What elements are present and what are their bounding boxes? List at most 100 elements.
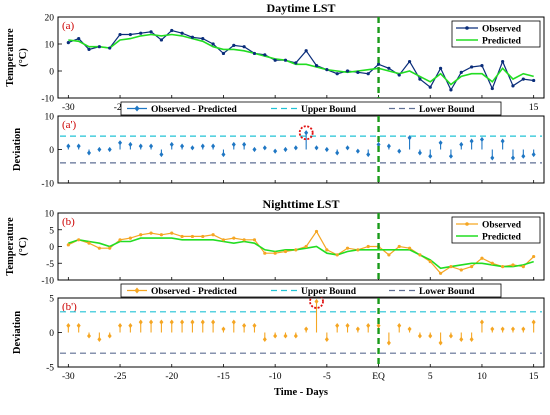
- observed-point: [108, 46, 112, 50]
- legend-marker-deviation: [134, 105, 140, 112]
- observed-point: [366, 244, 370, 249]
- x-tick-label: -25: [114, 372, 127, 382]
- stem-marker: [448, 153, 453, 159]
- observed-point: [139, 31, 143, 35]
- observed-point: [201, 37, 205, 41]
- stem-marker: [428, 333, 433, 339]
- stem-marker: [314, 145, 319, 151]
- x-tick-label: -30: [62, 103, 75, 113]
- observed-point: [511, 263, 515, 267]
- stem-marker: [355, 148, 360, 154]
- stem-marker: [97, 146, 102, 153]
- legend-label-predicted: Predicted: [482, 37, 522, 47]
- legend-label-observed: Observed: [482, 221, 522, 231]
- panel-label: (b): [62, 216, 75, 228]
- observed-point: [242, 45, 246, 49]
- stem-marker: [335, 323, 340, 329]
- stem-marker: [428, 153, 433, 159]
- stem-marker: [304, 130, 309, 136]
- observed-point: [345, 246, 350, 250]
- y-tick-label: 5: [49, 295, 54, 305]
- observed-point: [66, 41, 70, 45]
- stem-marker: [283, 333, 288, 339]
- observed-point: [294, 61, 298, 65]
- observed-point: [201, 234, 205, 239]
- legend-marker-observed: [465, 222, 469, 226]
- stem-marker: [407, 326, 412, 332]
- stem-marker: [469, 336, 474, 342]
- legend-label-deviation: Observed - Predicted: [151, 105, 238, 115]
- legend-box: [451, 20, 541, 48]
- stem-marker: [107, 146, 112, 153]
- stem-marker: [180, 319, 185, 325]
- stem-marker: [128, 323, 133, 329]
- y-tick-label: 0: [49, 146, 54, 156]
- stem-marker: [76, 323, 81, 329]
- legend-box: [120, 283, 502, 298]
- observed-point: [521, 265, 525, 269]
- legend-label-deviation: Observed - Predicted: [151, 287, 238, 297]
- predicted-line: [68, 33, 534, 86]
- stem-marker: [490, 326, 495, 332]
- y-tick-label: 0: [49, 68, 54, 78]
- stem-marker: [128, 141, 133, 148]
- legend-label-lower: Lower Bound: [419, 105, 475, 115]
- stem-marker: [376, 323, 381, 329]
- stem-marker: [252, 146, 257, 153]
- stem-marker: [66, 323, 71, 329]
- stem-marker: [448, 333, 453, 339]
- observed-point: [397, 73, 401, 77]
- x-tick-label: 5: [428, 372, 433, 382]
- observed-point: [139, 233, 143, 237]
- observed-point: [521, 77, 525, 81]
- observed-point: [159, 233, 164, 237]
- stem-marker: [521, 326, 526, 332]
- observed-point: [180, 234, 184, 239]
- observed-point: [211, 42, 215, 46]
- y-tick-label: -5: [46, 364, 54, 374]
- observed-point: [532, 78, 536, 83]
- stem-marker: [76, 143, 81, 149]
- observed-point: [77, 238, 81, 242]
- observed-point: [470, 265, 474, 269]
- stem-marker: [386, 340, 391, 346]
- legend-label-predicted: Predicted: [482, 233, 522, 243]
- observed-point: [211, 233, 215, 237]
- observed-point: [459, 268, 463, 272]
- stem-marker: [118, 323, 123, 329]
- stem-marker: [66, 143, 71, 149]
- observed-point: [387, 66, 391, 70]
- x-tick-label: -20: [165, 372, 178, 382]
- observed-point: [273, 58, 277, 62]
- observed-point: [345, 69, 350, 73]
- observed-point: [190, 234, 195, 239]
- stem-marker: [490, 155, 495, 161]
- legend-label-lower: Lower Bound: [419, 287, 475, 297]
- stem-marker: [479, 136, 484, 143]
- legend-box: [120, 101, 502, 116]
- y-tick-label: 0: [49, 243, 54, 253]
- stem-marker: [469, 138, 474, 144]
- legend-label-observed: Observed: [482, 25, 522, 35]
- observed-point: [407, 59, 412, 64]
- predicted-line: [68, 237, 534, 270]
- observed-point: [325, 68, 329, 72]
- observed-point: [314, 229, 319, 234]
- y-axis-unit: (°C): [18, 48, 29, 67]
- stem-marker: [87, 333, 92, 339]
- stem-marker: [510, 155, 515, 161]
- observed-point: [397, 244, 401, 249]
- stem-marker: [386, 143, 391, 149]
- observed-point: [180, 31, 184, 35]
- observed-point: [242, 238, 246, 242]
- y-tick-label: -5: [46, 260, 54, 270]
- stem-marker: [459, 336, 464, 342]
- observed-point: [232, 43, 236, 47]
- y-tick-label: -10: [41, 180, 54, 190]
- stem-marker: [314, 298, 319, 305]
- stem-marker: [262, 336, 267, 342]
- y-axis-label: Temperature: [5, 28, 16, 87]
- observed-point: [294, 248, 298, 252]
- observed-point: [263, 53, 267, 57]
